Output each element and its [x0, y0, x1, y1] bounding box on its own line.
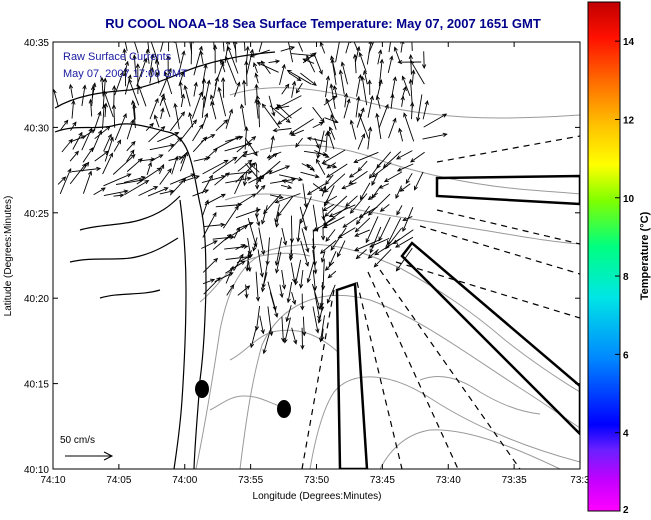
colorbar-label: Temperature (°C) — [639, 211, 651, 300]
chart-title: RU COOL NOAA−18 Sea Surface Temperature:… — [105, 16, 541, 31]
y-axis-label: Latitude (Degrees:Minutes) — [3, 196, 14, 317]
station-marker — [195, 380, 209, 398]
colorbar-tick-label: 8 — [623, 272, 629, 283]
y-tick-label: 40:25 — [24, 209, 49, 220]
x-tick-label: 73:55 — [238, 475, 263, 486]
scale-arrow-label: 50 cm/s — [60, 435, 95, 446]
x-tick-label: 73:50 — [304, 475, 329, 486]
x-tick-label: 73:3 — [570, 475, 590, 486]
colorbar-tick-label: 14 — [623, 37, 635, 48]
y-tick-label: 40:15 — [24, 380, 49, 391]
plot-area — [53, 42, 580, 469]
colorbar-tick-label: 10 — [623, 194, 635, 205]
x-axis-label: Longitude (Degrees:Minutes) — [253, 491, 382, 502]
station-marker — [277, 400, 291, 418]
x-tick-label: 74:05 — [106, 475, 131, 486]
y-tick-label: 40:35 — [24, 38, 49, 49]
colorbar — [588, 2, 620, 511]
y-tick-label: 40:20 — [24, 294, 49, 305]
y-tick-label: 40:10 — [24, 465, 49, 476]
x-tick-label: 74:10 — [40, 475, 65, 486]
colorbar-tick-label: 2 — [623, 505, 629, 515]
colorbar-tick-label: 4 — [623, 429, 629, 440]
x-tick-label: 74:00 — [172, 475, 197, 486]
colorbar-tick-label: 6 — [623, 350, 629, 361]
legend-line-2: May 07, 2007 17:00 GMT — [63, 68, 188, 80]
x-tick-label: 73:35 — [502, 475, 527, 486]
y-tick-label: 40:30 — [24, 123, 49, 134]
legend-line-1: Raw Surface Currents — [63, 51, 172, 63]
colorbar-tick-label: 12 — [623, 115, 635, 126]
x-tick-label: 73:45 — [370, 475, 395, 486]
x-tick-label: 73:40 — [436, 475, 461, 486]
